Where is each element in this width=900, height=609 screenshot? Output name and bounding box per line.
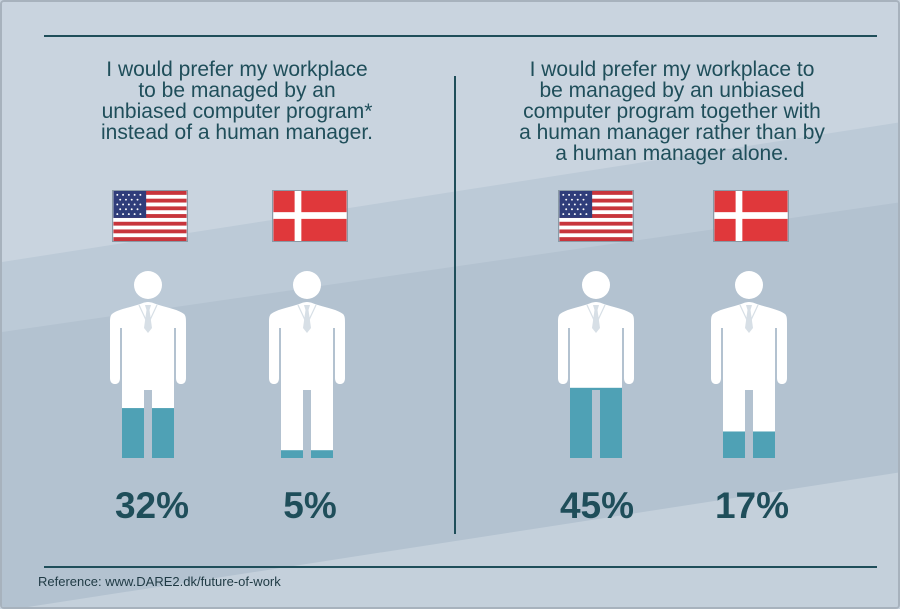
percentage-usa-computer: 32% bbox=[114, 485, 190, 526]
percentage-denmark-combined: 17% bbox=[714, 485, 790, 526]
person-tie bbox=[745, 305, 753, 333]
bottom-rule bbox=[44, 566, 877, 568]
usa-flag-icon bbox=[112, 190, 188, 242]
top-rule bbox=[44, 35, 877, 37]
percentage-fill bbox=[110, 408, 186, 458]
person-head bbox=[134, 271, 162, 299]
usa-flag-icon bbox=[558, 190, 634, 242]
center-divider bbox=[454, 76, 456, 534]
person-body bbox=[269, 302, 345, 458]
denmark-flag-icon bbox=[272, 190, 348, 242]
person-tie bbox=[144, 305, 152, 333]
person-tie bbox=[592, 305, 600, 333]
person-lapels bbox=[297, 304, 317, 321]
percentage-fill bbox=[711, 431, 787, 458]
person-body bbox=[711, 302, 787, 458]
person-figure-denmark-computer bbox=[269, 271, 345, 458]
person-lapels bbox=[739, 304, 759, 321]
percentage-fill bbox=[558, 387, 634, 458]
person-head bbox=[582, 271, 610, 299]
reference-text: Reference: www.DARE2.dk/future-of-work bbox=[38, 574, 281, 589]
person-head bbox=[293, 271, 321, 299]
person-lapels bbox=[138, 304, 158, 321]
person-tie bbox=[303, 305, 311, 333]
percentage-fill bbox=[269, 450, 345, 458]
person-figure-usa-computer bbox=[110, 271, 186, 458]
percentage-usa-combined: 45% bbox=[559, 485, 635, 526]
person-figure-usa-combined bbox=[558, 271, 634, 458]
denmark-flag-icon bbox=[713, 190, 789, 242]
left-panel-title: I would prefer my workplace to be manage… bbox=[100, 58, 373, 144]
person-head bbox=[735, 271, 763, 299]
percentage-denmark-computer: 5% bbox=[283, 485, 337, 526]
person-figure-denmark-combined bbox=[711, 271, 787, 458]
right-panel-title: I would prefer my workplace to be manage… bbox=[519, 58, 825, 165]
person-lapels bbox=[586, 304, 606, 321]
